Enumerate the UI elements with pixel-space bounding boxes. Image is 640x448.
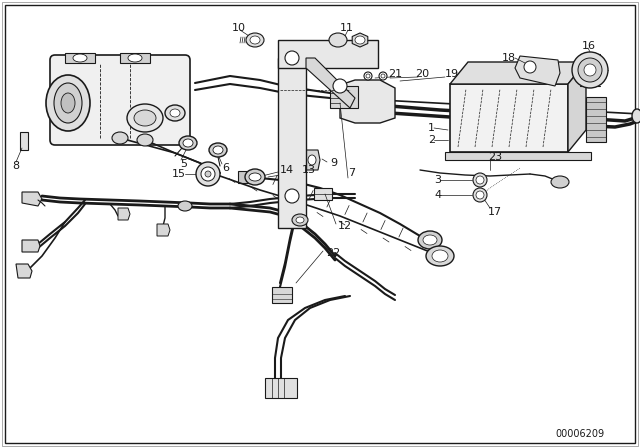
FancyBboxPatch shape	[50, 55, 190, 145]
Ellipse shape	[134, 110, 156, 126]
Ellipse shape	[196, 162, 220, 186]
Text: 10: 10	[232, 23, 246, 33]
Text: 6: 6	[222, 163, 229, 173]
Text: 17: 17	[488, 207, 502, 217]
Bar	[445, 152, 591, 160]
Text: 7: 7	[348, 168, 355, 178]
Ellipse shape	[473, 188, 487, 202]
Ellipse shape	[572, 52, 608, 88]
Ellipse shape	[423, 235, 437, 245]
Polygon shape	[352, 33, 368, 47]
Ellipse shape	[201, 167, 215, 181]
Text: 00006209: 00006209	[555, 429, 604, 439]
Ellipse shape	[476, 176, 484, 184]
Ellipse shape	[381, 74, 385, 78]
Ellipse shape	[418, 231, 442, 249]
Polygon shape	[22, 240, 40, 252]
Text: 15: 15	[172, 169, 186, 179]
Ellipse shape	[246, 33, 264, 47]
Bar	[120, 53, 150, 63]
Bar	[20, 132, 28, 150]
Polygon shape	[306, 58, 355, 108]
Text: 22: 22	[326, 248, 340, 258]
Ellipse shape	[333, 79, 347, 93]
Ellipse shape	[73, 54, 87, 62]
Bar	[238, 171, 253, 183]
Ellipse shape	[127, 104, 163, 132]
Text: 12: 12	[338, 221, 352, 231]
Ellipse shape	[355, 36, 365, 44]
Ellipse shape	[54, 83, 82, 123]
Ellipse shape	[364, 72, 372, 80]
Ellipse shape	[183, 139, 193, 147]
Text: 13: 13	[302, 165, 316, 175]
Text: 16: 16	[582, 41, 596, 51]
Polygon shape	[450, 62, 586, 84]
Ellipse shape	[285, 189, 299, 203]
Bar	[65, 53, 95, 63]
Ellipse shape	[137, 134, 153, 146]
Ellipse shape	[308, 155, 316, 165]
Polygon shape	[515, 56, 560, 86]
Text: 3: 3	[434, 175, 441, 185]
Text: 1: 1	[428, 123, 435, 133]
Text: 5: 5	[180, 159, 187, 169]
Ellipse shape	[296, 217, 304, 223]
Ellipse shape	[551, 176, 569, 188]
Ellipse shape	[584, 64, 596, 76]
Ellipse shape	[61, 93, 75, 113]
Ellipse shape	[285, 51, 299, 65]
Text: 20: 20	[415, 69, 429, 79]
Ellipse shape	[292, 214, 308, 226]
Text: 14: 14	[280, 165, 294, 175]
Ellipse shape	[209, 143, 227, 157]
Ellipse shape	[245, 169, 265, 185]
Ellipse shape	[213, 146, 223, 154]
Ellipse shape	[379, 72, 387, 80]
Bar	[278, 40, 378, 68]
Ellipse shape	[524, 61, 536, 73]
Ellipse shape	[476, 191, 484, 199]
Text: 19: 19	[445, 69, 459, 79]
Ellipse shape	[250, 36, 260, 44]
Ellipse shape	[432, 250, 448, 262]
Text: 21: 21	[388, 69, 402, 79]
Text: 8: 8	[12, 161, 19, 171]
Ellipse shape	[426, 246, 454, 266]
Ellipse shape	[170, 109, 180, 117]
Text: 2: 2	[428, 135, 435, 145]
Bar	[330, 86, 358, 108]
Ellipse shape	[329, 33, 347, 47]
Text: 11: 11	[340, 23, 354, 33]
Ellipse shape	[366, 74, 370, 78]
Polygon shape	[568, 62, 586, 152]
Bar	[278, 58, 306, 228]
Ellipse shape	[128, 54, 142, 62]
Polygon shape	[340, 80, 395, 123]
Ellipse shape	[632, 109, 640, 123]
Bar	[450, 84, 568, 152]
Ellipse shape	[249, 173, 261, 181]
Ellipse shape	[112, 132, 128, 144]
Ellipse shape	[205, 171, 211, 177]
Ellipse shape	[178, 201, 192, 211]
Polygon shape	[157, 224, 170, 236]
Ellipse shape	[46, 75, 90, 131]
Text: 9: 9	[330, 158, 337, 168]
Bar	[272, 287, 292, 303]
Polygon shape	[22, 192, 42, 206]
Bar	[314, 188, 332, 200]
Polygon shape	[303, 150, 320, 170]
Polygon shape	[586, 97, 606, 142]
Ellipse shape	[473, 173, 487, 187]
Polygon shape	[118, 208, 130, 220]
Bar	[265, 378, 297, 398]
Text: 18: 18	[502, 53, 516, 63]
Ellipse shape	[165, 105, 185, 121]
Text: 23: 23	[488, 152, 502, 162]
Text: 4: 4	[434, 190, 441, 200]
Ellipse shape	[578, 58, 602, 82]
Ellipse shape	[179, 136, 197, 150]
Polygon shape	[16, 264, 32, 278]
